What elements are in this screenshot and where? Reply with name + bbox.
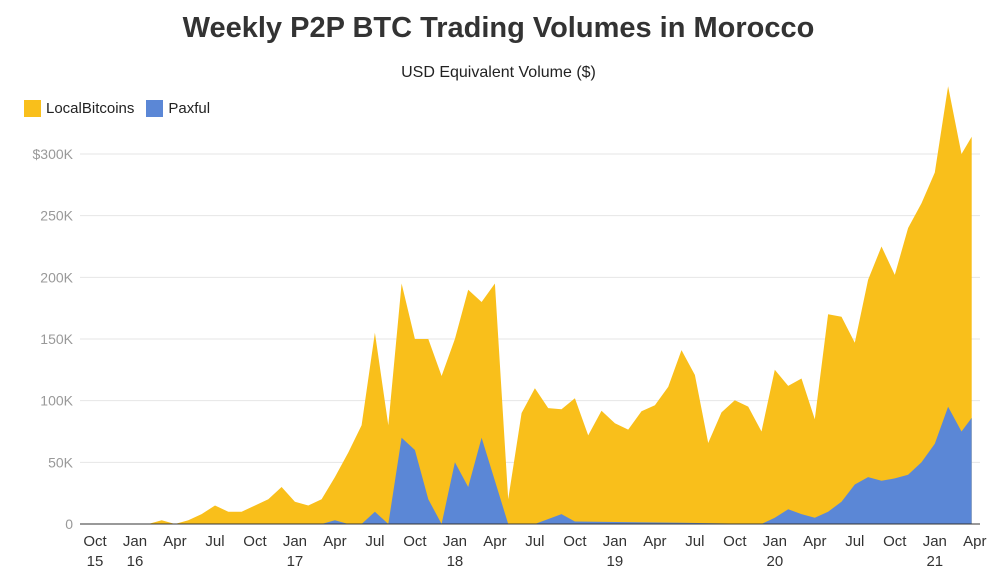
x-tick-sublabel: 15: [87, 553, 104, 570]
y-tick-label: 250K: [40, 208, 73, 224]
x-tick-label: Jan: [123, 533, 147, 550]
x-tick-label: Apr: [803, 533, 826, 550]
x-tick-label: Jan: [763, 533, 787, 550]
x-tick-label: Apr: [483, 533, 506, 550]
x-tick-label: Oct: [723, 533, 747, 550]
y-tick-label: 100K: [40, 393, 73, 409]
legend: LocalBitcoins Paxful: [24, 100, 210, 117]
x-tick-label: Oct: [563, 533, 587, 550]
x-tick-label: Apr: [643, 533, 666, 550]
x-tick-label: Jul: [845, 533, 864, 550]
legend-label-paxful: Paxful: [168, 100, 211, 117]
x-tick-label: Oct: [403, 533, 427, 550]
x-tick-label: Jan: [443, 533, 467, 550]
chart-subtitle: USD Equivalent Volume ($): [401, 64, 596, 81]
y-tick-label: 50K: [48, 454, 74, 470]
x-tick-sublabel: 21: [926, 553, 943, 570]
legend-label-localbitcoins: LocalBitcoins: [46, 100, 135, 117]
chart-title: Weekly P2P BTC Trading Volumes in Morocc…: [182, 12, 815, 44]
x-tick-sublabel: 17: [287, 553, 304, 570]
x-tick-label: Oct: [883, 533, 907, 550]
x-tick-label: Oct: [83, 533, 107, 550]
x-tick-sublabel: 19: [607, 553, 624, 570]
x-tick-label: Oct: [243, 533, 267, 550]
x-tick-sublabel: 16: [127, 553, 144, 570]
legend-swatch-localbitcoins: [24, 100, 41, 117]
x-tick-label: Jul: [205, 533, 224, 550]
area-paxful: [95, 406, 972, 524]
y-tick-label: $300K: [33, 146, 74, 162]
y-tick-label: 150K: [40, 331, 73, 347]
x-tick-label: Apr: [163, 533, 186, 550]
x-tick-label: Jan: [603, 533, 627, 550]
x-tick-label: Jul: [525, 533, 544, 550]
x-tick-label: Jan: [283, 533, 307, 550]
legend-item-paxful: Paxful: [146, 100, 210, 117]
legend-swatch-paxful: [146, 100, 164, 117]
x-tick-sublabel: 18: [447, 553, 464, 570]
y-tick-label: 0: [65, 516, 73, 532]
y-tick-label: 200K: [40, 269, 73, 285]
x-tick-sublabel: 20: [766, 553, 783, 570]
x-tick-label: Jul: [365, 533, 384, 550]
legend-item-localbitcoins: LocalBitcoins: [24, 100, 134, 117]
x-tick-label: Jan: [923, 533, 947, 550]
x-tick-label: Jul: [685, 533, 704, 550]
area-localbitcoins: [95, 86, 972, 524]
x-tick-label: Apr: [323, 533, 346, 550]
x-tick-label: Apr: [963, 533, 986, 550]
